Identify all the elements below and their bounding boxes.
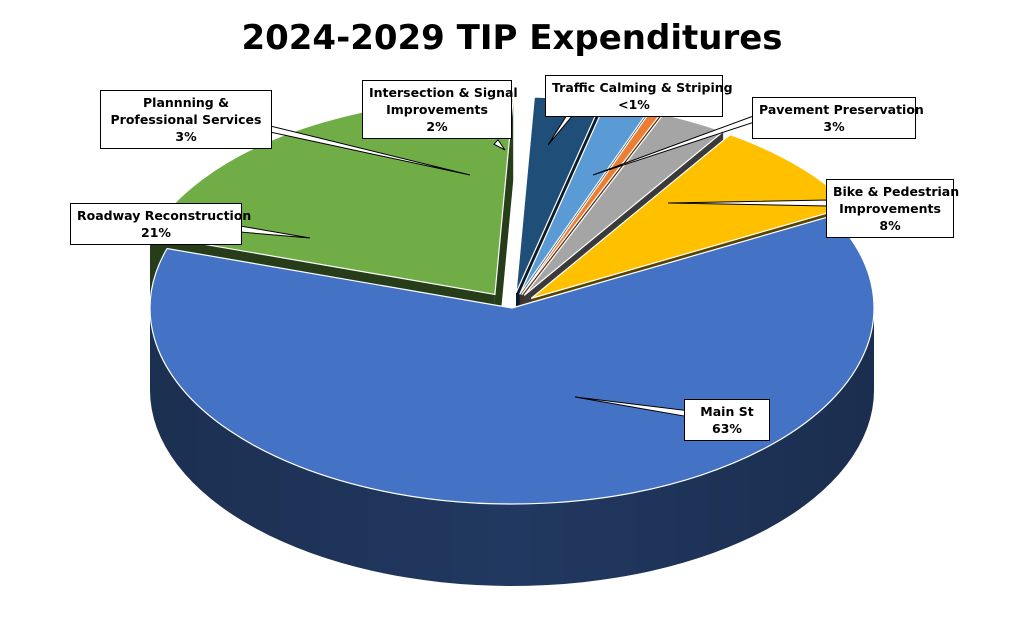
label-name: Roadway Reconstruction xyxy=(77,208,252,223)
label-pct: 8% xyxy=(879,218,901,233)
label-pct: 2% xyxy=(426,119,448,134)
label-name: Pavement Preservation xyxy=(759,102,924,117)
label-pavement-preservation: Pavement Preservation 3% xyxy=(752,97,924,139)
label-name-line2: Professional Services xyxy=(110,112,262,127)
label-name-line1: Plannning & xyxy=(143,95,229,110)
label-name: Main St xyxy=(700,404,754,419)
label-pct: 3% xyxy=(823,119,845,134)
label-traffic-calming: Traffic Calming & Striping <1% xyxy=(545,75,733,117)
label-name-line2: Improvements xyxy=(839,201,941,216)
label-pct: 63% xyxy=(712,421,742,436)
label-name-line2: Improvements xyxy=(386,102,488,117)
leader-line-3 xyxy=(493,138,506,151)
label-name: Traffic Calming & Striping xyxy=(552,80,733,95)
label-roadway-reconstruction: Roadway Reconstruction 21% xyxy=(70,203,252,245)
chart-title: 2024-2029 TIP Expenditures xyxy=(241,18,783,58)
label-pct: 21% xyxy=(141,225,171,240)
label-main-st: Main St 63% xyxy=(684,399,770,441)
label-name-line1: Bike & Pedestrian xyxy=(833,184,960,199)
slice-side-shade xyxy=(150,308,874,586)
label-bike-pedestrian: Bike & Pedestrian Improvements 8% xyxy=(826,179,960,238)
label-pct: 3% xyxy=(175,129,197,144)
label-intersection-signal: Intersection & Signal Improvements 2% xyxy=(362,80,518,139)
label-name-line1: Intersection & Signal xyxy=(369,85,518,100)
label-planning-professional-services: Plannning & Professional Services 3% xyxy=(100,90,272,149)
label-pct: <1% xyxy=(618,97,650,112)
